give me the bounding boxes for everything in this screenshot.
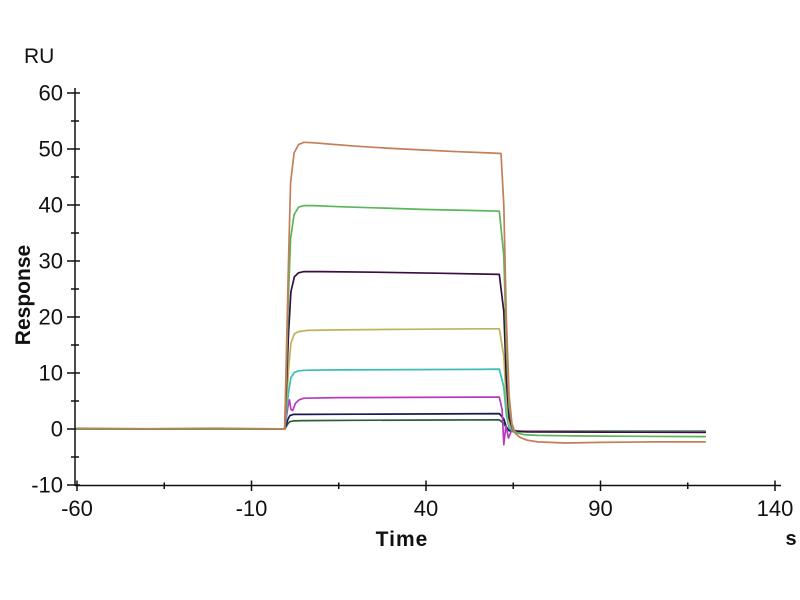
y-tick-label: 50 [39, 137, 63, 162]
x-tick-label: 40 [414, 496, 438, 521]
x-tick-label: 90 [588, 496, 612, 521]
y-tick-label: 40 [39, 193, 63, 218]
x-axis-unit-label: s [785, 528, 797, 550]
y-tick-label: 60 [39, 81, 63, 106]
x-tick-label: -10 [236, 496, 268, 521]
curve-cyan [76, 368, 707, 433]
x-tick-label: -60 [61, 496, 93, 521]
x-axis-title: Time [375, 528, 429, 551]
y-tick-label: -10 [31, 473, 63, 498]
x-tick-label: 140 [757, 496, 794, 521]
y-tick-label: 30 [39, 249, 63, 274]
curve-gold [76, 327, 707, 433]
y-axis-title: Response [12, 244, 35, 346]
y-tick-label: 10 [39, 361, 63, 386]
curve-green [76, 204, 707, 438]
y-tick-label: 20 [39, 305, 63, 330]
y-axis-unit-label: RU [24, 45, 55, 68]
curve-dark-purple [76, 270, 707, 434]
y-tick-label: 0 [51, 417, 63, 442]
curve-salmon [76, 141, 707, 444]
